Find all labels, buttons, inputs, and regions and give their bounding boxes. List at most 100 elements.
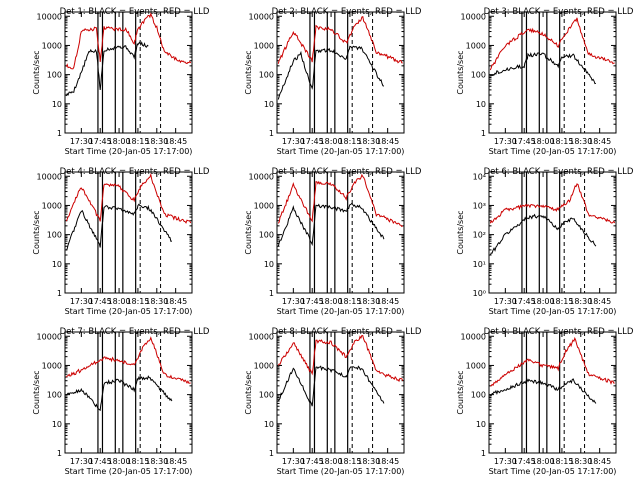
x-tick-label: 17:30	[70, 457, 93, 466]
plot-frame	[276, 331, 405, 454]
x-tick-label: 18:45	[164, 137, 187, 146]
x-tick-label: 18:00	[320, 137, 343, 146]
series-line-events	[277, 365, 385, 407]
y-tick-label: 10	[264, 260, 274, 269]
x-tick-label: 18:00	[320, 457, 343, 466]
series-line-events	[277, 45, 385, 100]
y-tick-label: 100	[471, 391, 486, 400]
x-tick-label: 18:30	[145, 137, 168, 146]
chart-panel-4: 1 10 100 1000 10000 17:3017:4518:0018:1518:30…	[32, 167, 210, 316]
y-tick-label: 1	[57, 449, 62, 458]
panel-title: Det 1: BLACK = Events, RED = LLD	[60, 7, 210, 17]
y-tick-label: 1000	[254, 361, 274, 370]
y-axis-label: Counts/sec	[456, 370, 465, 414]
y-tick-label: 10000	[249, 12, 274, 21]
plot-frame	[488, 171, 617, 294]
y-tick-label: 10⁰	[473, 289, 486, 298]
x-axis-label: Start Time (20-Jan-05 17:17:00)	[277, 147, 405, 156]
y-tick-label: 10⁴	[473, 172, 486, 181]
series-line-lld	[277, 16, 403, 64]
series-line-lld	[65, 12, 192, 70]
x-tick-label: 18:30	[357, 137, 380, 146]
x-tick-label: 17:30	[494, 137, 517, 146]
y-tick-label: 1000	[42, 201, 62, 210]
y-tick-label: 10	[264, 100, 274, 109]
y-axis-label: Counts/sec	[244, 50, 253, 94]
plot-frame	[64, 11, 193, 134]
panel-title: Det 2: BLACK = Events, RED = LLD	[272, 7, 422, 17]
x-tick-label: 18:00	[532, 457, 555, 466]
x-tick-label: 18:15	[338, 297, 361, 306]
y-axis-label: Counts/sec	[456, 50, 465, 94]
series-line-events	[65, 41, 149, 97]
panel-title: Det 5: BLACK = Events, RED = LLD	[272, 167, 422, 177]
x-tick-label: 18:15	[550, 297, 573, 306]
series-line-lld	[65, 172, 192, 224]
x-tick-label: 18:45	[588, 137, 611, 146]
y-axis-label: Counts/sec	[244, 370, 253, 414]
y-tick-label: 10³	[473, 201, 486, 210]
x-tick-label: 17:30	[282, 137, 305, 146]
y-tick-label: 10000	[37, 332, 62, 341]
series-line-events	[66, 375, 173, 412]
x-tick-label: 18:30	[357, 457, 380, 466]
y-tick-label: 10000	[461, 332, 486, 341]
chart-panel-9: 1 10 100 1000 10000 17:3017:4518:0018:1518:30…	[456, 327, 634, 476]
y-tick-label: 10	[52, 420, 62, 429]
x-tick-label: 18:15	[550, 457, 573, 466]
series-line-lld	[65, 336, 191, 384]
y-axis-label: Counts/sec	[32, 210, 41, 254]
plot-frame	[488, 331, 617, 454]
series-line-events	[65, 203, 172, 251]
series-line-lld	[277, 173, 403, 228]
plot-frame	[276, 11, 405, 134]
y-tick-label: 10	[476, 100, 486, 109]
plot-frame	[276, 171, 405, 294]
x-tick-label: 18:00	[108, 297, 131, 306]
chart-panel-2: 1 10 100 1000 10000 17:3017:4518:0018:1518:30…	[244, 7, 422, 156]
y-tick-label: 10	[52, 260, 62, 269]
plot-frame	[64, 331, 193, 454]
y-tick-label: 10000	[37, 12, 62, 21]
y-tick-label: 100	[47, 71, 62, 80]
x-axis-label: Start Time (20-Jan-05 17:17:00)	[489, 147, 617, 156]
y-tick-label: 1	[57, 129, 62, 138]
x-tick-label: 17:45	[89, 297, 112, 306]
series-line-lld	[277, 334, 404, 383]
series-line-events	[277, 202, 385, 247]
y-tick-label: 10000	[37, 172, 62, 181]
y-tick-label: 1	[269, 449, 274, 458]
x-tick-label: 17:30	[70, 137, 93, 146]
y-tick-label: 10000	[249, 172, 274, 181]
y-tick-label: 100	[47, 231, 62, 240]
x-tick-label: 17:45	[513, 457, 536, 466]
chart-panel-3: 1 10 100 1000 10000 17:3017:4518:0018:1518:30…	[456, 7, 634, 156]
x-axis-label: Start Time (20-Jan-05 17:17:00)	[65, 467, 193, 476]
series-line-lld	[489, 17, 615, 71]
x-axis-label: Start Time (20-Jan-05 17:17:00)	[65, 147, 193, 156]
y-tick-label: 1	[269, 129, 274, 138]
y-tick-label: 10	[52, 100, 62, 109]
x-tick-label: 17:30	[282, 297, 305, 306]
plot-frame	[488, 11, 617, 134]
y-tick-label: 10000	[461, 12, 486, 21]
y-axis-label: Counts/sec	[244, 210, 253, 254]
x-tick-label: 18:00	[320, 297, 343, 306]
y-axis-label: Counts/sec	[32, 370, 41, 414]
x-tick-label: 18:30	[145, 297, 168, 306]
series-line-events	[490, 52, 596, 85]
x-axis-label: Start Time (20-Jan-05 17:17:00)	[65, 307, 193, 316]
x-tick-label: 18:30	[569, 297, 592, 306]
x-tick-label: 18:15	[126, 297, 149, 306]
chart-panel-1: 1 10 100 1000 10000 17:3017:4518:0018:1518:30…	[32, 7, 210, 156]
y-tick-label: 1	[57, 289, 62, 298]
x-tick-label: 17:45	[301, 297, 324, 306]
x-axis-label: Start Time (20-Jan-05 17:17:00)	[489, 467, 617, 476]
x-tick-label: 17:45	[89, 137, 112, 146]
y-tick-label: 1000	[466, 41, 486, 50]
x-tick-label: 17:45	[513, 137, 536, 146]
chart-panel-7: 1 10 100 1000 10000 17:3017:4518:0018:1518:30…	[32, 327, 210, 476]
y-tick-label: 10¹	[473, 260, 486, 269]
y-tick-label: 1000	[466, 361, 486, 370]
x-axis-label: Start Time (20-Jan-05 17:17:00)	[489, 307, 617, 316]
